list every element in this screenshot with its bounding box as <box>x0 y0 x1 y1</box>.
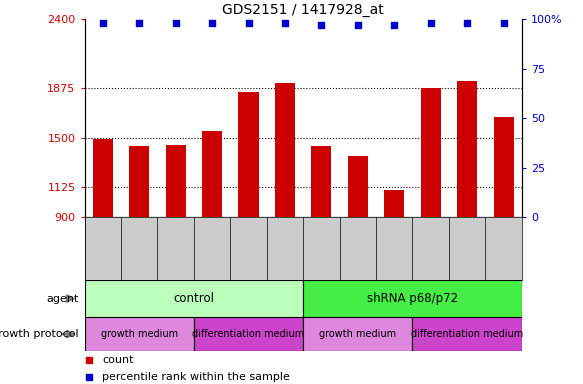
Point <box>280 20 290 26</box>
Point <box>499 20 508 26</box>
Bar <box>275 83 295 217</box>
Bar <box>303 280 522 317</box>
Bar <box>85 317 194 351</box>
Bar <box>421 88 441 217</box>
Bar <box>93 139 113 217</box>
Text: shRNA p68/p72: shRNA p68/p72 <box>367 292 458 305</box>
Title: GDS2151 / 1417928_at: GDS2151 / 1417928_at <box>222 3 384 17</box>
Point <box>84 374 93 380</box>
Point <box>462 20 472 26</box>
Point <box>171 20 180 26</box>
Point <box>98 20 107 26</box>
Bar <box>303 317 412 351</box>
Text: differentiation medium: differentiation medium <box>192 329 305 339</box>
Bar <box>202 131 222 217</box>
Point <box>84 358 93 364</box>
Text: percentile rank within the sample: percentile rank within the sample <box>102 372 290 382</box>
Text: agent: agent <box>46 293 79 304</box>
Point <box>244 20 253 26</box>
Bar <box>384 190 404 217</box>
Bar <box>457 81 477 217</box>
Text: count: count <box>102 356 134 366</box>
Text: growth medium: growth medium <box>101 329 178 339</box>
Point <box>208 20 217 26</box>
Text: growth medium: growth medium <box>319 329 396 339</box>
Point <box>389 22 399 28</box>
Text: differentiation medium: differentiation medium <box>411 329 524 339</box>
Text: growth protocol: growth protocol <box>0 329 79 339</box>
Bar <box>311 146 331 217</box>
Bar <box>494 117 514 217</box>
Bar <box>348 156 368 217</box>
Bar <box>166 145 185 217</box>
Bar <box>85 280 303 317</box>
Bar <box>129 146 149 217</box>
Text: control: control <box>173 292 215 305</box>
Point <box>353 22 363 28</box>
Bar <box>194 317 303 351</box>
Point <box>317 22 326 28</box>
Bar <box>238 93 258 217</box>
Point <box>135 20 144 26</box>
Bar <box>412 317 522 351</box>
Point <box>426 20 436 26</box>
